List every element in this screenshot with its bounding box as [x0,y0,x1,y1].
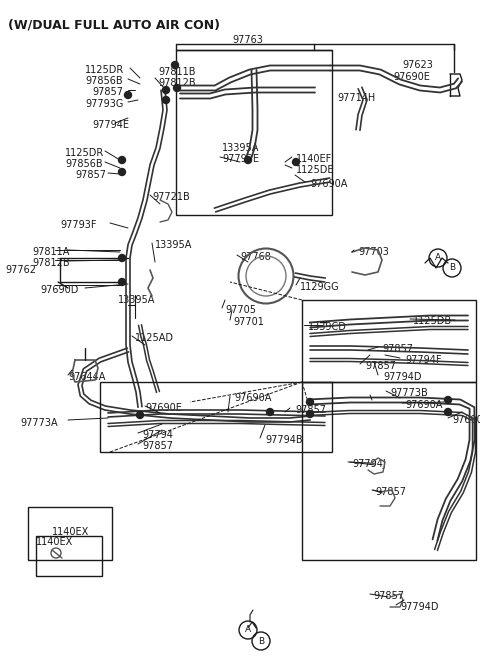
Circle shape [307,411,313,417]
Text: A: A [435,254,441,263]
Text: 97768: 97768 [240,252,271,262]
Text: 1339CD: 1339CD [308,322,347,332]
Text: 97794D: 97794D [383,372,421,382]
Circle shape [119,279,125,286]
Text: 97794D: 97794D [400,602,439,612]
Text: 97762: 97762 [5,265,36,275]
Text: 97763: 97763 [232,35,263,45]
Text: 97623: 97623 [402,60,433,70]
Text: 97773A: 97773A [20,418,58,428]
Text: 1125DR: 1125DR [85,65,124,75]
Text: 97690A: 97690A [405,400,443,410]
Circle shape [266,409,274,415]
Text: 97703: 97703 [358,247,389,257]
Text: 97690E: 97690E [452,415,480,425]
Text: 1125AD: 1125AD [135,333,174,343]
Text: 97857: 97857 [142,441,173,451]
Bar [176,50,332,215]
Text: 97793F: 97793F [60,220,96,230]
Text: 97690A: 97690A [310,179,348,189]
Text: 97690A: 97690A [234,393,271,403]
Circle shape [119,254,125,261]
Text: 97857: 97857 [373,591,404,601]
Text: 97812B: 97812B [32,258,70,268]
Text: 1140EX: 1140EX [36,537,73,547]
Text: 97714H: 97714H [337,93,375,103]
Circle shape [119,156,125,164]
Text: 97811A: 97811A [32,247,70,257]
Bar [302,382,476,560]
Text: A: A [245,625,251,635]
Text: (W/DUAL FULL AUTO AIR CON): (W/DUAL FULL AUTO AIR CON) [8,18,220,31]
Text: 97857: 97857 [75,170,106,180]
Bar [36,536,102,576]
Text: 97857: 97857 [295,405,326,415]
Text: 97794: 97794 [142,430,173,440]
Text: 1140EX: 1140EX [52,527,89,537]
Text: 1125DR: 1125DR [65,148,104,158]
Bar [100,382,332,452]
Text: 97856B: 97856B [85,76,122,86]
Text: 97857: 97857 [375,487,406,497]
Text: 1125DB: 1125DB [413,316,452,326]
Circle shape [136,411,144,419]
Text: 97794J: 97794J [352,459,386,469]
Text: 97794B: 97794B [265,435,302,445]
Text: 1129GG: 1129GG [300,282,340,292]
Circle shape [171,62,179,68]
Circle shape [444,397,452,403]
Text: 97690D: 97690D [40,285,78,295]
Text: 13395A: 13395A [155,240,192,250]
Circle shape [292,158,300,166]
Text: 97705: 97705 [225,305,256,315]
Circle shape [307,399,313,405]
Bar [302,300,476,382]
Circle shape [163,97,169,104]
Text: B: B [258,637,264,645]
Text: 97857: 97857 [92,87,123,97]
Text: 97773B: 97773B [390,388,428,398]
Text: 97644A: 97644A [68,372,106,382]
Circle shape [124,91,132,99]
Text: 1140EF: 1140EF [296,154,332,164]
Text: 97857: 97857 [365,361,396,371]
Circle shape [119,168,125,175]
Text: 97690E: 97690E [393,72,430,82]
Text: 97794F: 97794F [405,355,442,365]
Text: 97793G: 97793G [85,99,123,109]
Circle shape [444,409,452,415]
Text: 97856B: 97856B [65,159,103,169]
Text: 97793E: 97793E [222,154,259,164]
Circle shape [173,85,180,91]
Text: 97794E: 97794E [92,120,129,130]
Text: 13395A: 13395A [222,143,259,153]
Text: 97701: 97701 [233,317,264,327]
Text: 97812B: 97812B [158,78,196,88]
Text: 13395A: 13395A [118,295,156,305]
Text: 97811B: 97811B [158,67,195,77]
Text: 1125DE: 1125DE [296,165,335,175]
Circle shape [163,87,169,93]
Text: B: B [449,263,455,273]
Bar [28,507,112,560]
Circle shape [244,156,252,164]
Text: 97690E: 97690E [145,403,182,413]
Text: 97721B: 97721B [152,192,190,202]
Text: 97857: 97857 [382,344,413,354]
